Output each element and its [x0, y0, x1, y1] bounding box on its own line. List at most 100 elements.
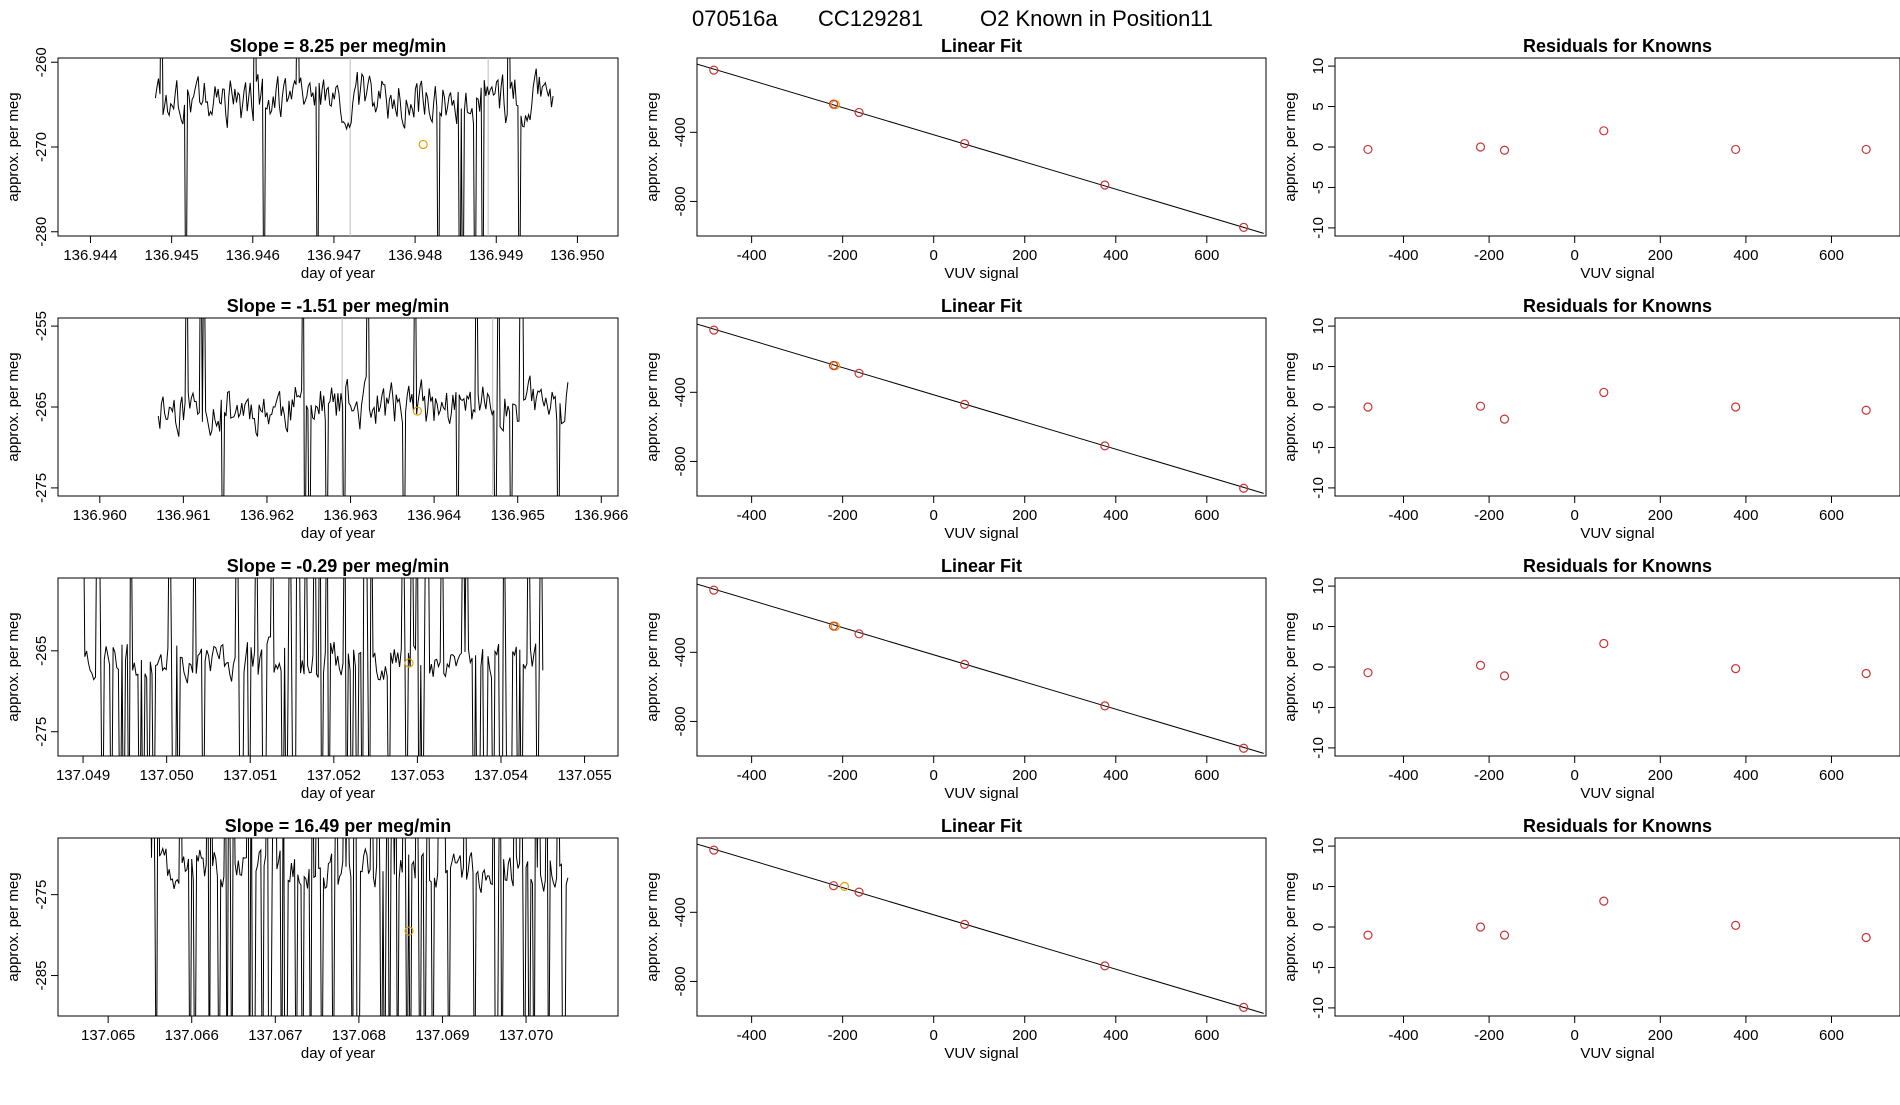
y-tick-label: -275 — [33, 473, 50, 503]
main-title: 070516a CC129281 O2 Known in Position 11 — [692, 6, 1213, 31]
x-tick-label: 400 — [1733, 1027, 1758, 1044]
plot-frame — [696, 317, 1267, 497]
y-axis-label: approx. per meg — [1282, 92, 1299, 201]
x-tick-label: -200 — [828, 247, 858, 264]
plot-frame — [1334, 317, 1900, 497]
known-point — [1239, 743, 1249, 753]
x-tick-label: 0 — [930, 247, 938, 264]
plot-area — [1363, 896, 1871, 943]
y-axis-label: approx. per meg — [1282, 352, 1299, 461]
x-tick-label: 137.070 — [499, 1027, 553, 1044]
x-tick-label: 200 — [1648, 1027, 1673, 1044]
x-axis-label: VUV signal — [944, 265, 1018, 282]
x-tick-label: 0 — [1571, 767, 1579, 784]
x-tick-label: 400 — [1733, 247, 1758, 264]
series-line — [157, 318, 569, 496]
x-tick-label: 600 — [1819, 767, 1844, 784]
panel-4: Slope = 16.49 per meg/min 137.065 137.066 1… — [5, 816, 619, 1062]
fit-line — [697, 63, 1264, 234]
x-axis-label: VUV signal — [944, 525, 1018, 542]
known-point — [1499, 930, 1510, 940]
plot-frame — [57, 317, 619, 497]
y-tick-label: 0 — [1310, 663, 1327, 671]
known-point — [709, 325, 719, 335]
fit-line — [697, 323, 1264, 494]
known-point — [1731, 402, 1741, 412]
known-point — [854, 107, 864, 118]
x-tick-label: 137.052 — [307, 767, 361, 784]
x-tick-label: 200 — [1012, 1027, 1037, 1044]
y-tick-label: 0 — [1310, 143, 1327, 151]
plot-frame — [696, 837, 1267, 1017]
y-tick-label: -10 — [1310, 997, 1327, 1019]
x-tick-label: 400 — [1103, 1027, 1128, 1044]
unknown-point — [404, 926, 414, 936]
series-line — [150, 838, 569, 1016]
y-axis-label: approx. per meg — [5, 92, 22, 201]
known-point — [1499, 671, 1510, 681]
x-tick-label: 0 — [930, 507, 938, 524]
y-tick-label: -5 — [1310, 441, 1327, 454]
y-tick-label: -10 — [1310, 217, 1327, 239]
known-point — [1861, 405, 1871, 415]
known-point — [1475, 660, 1486, 670]
plot-area — [697, 583, 1264, 754]
y-tick-label: -260 — [33, 47, 50, 77]
x-tick-label: 0 — [930, 767, 938, 784]
known-point — [960, 399, 970, 410]
plot-area — [1363, 387, 1871, 424]
plot-frame — [1334, 837, 1900, 1017]
main-title-species: O2 Known in Position — [980, 6, 1190, 31]
plot-area — [697, 323, 1264, 494]
x-tick-label: 137.054 — [474, 767, 528, 784]
panel-12: Residuals for Knowns -400 -200 0 200 400 600 -1… — [1282, 816, 1900, 1062]
x-tick-label: 136.966 — [574, 507, 628, 524]
x-tick-label: -200 — [1474, 247, 1504, 264]
y-tick-label: -5 — [1310, 701, 1327, 714]
known-point — [1599, 638, 1609, 649]
y-tick-label: -255 — [33, 311, 50, 341]
x-tick-label: 136.946 — [226, 247, 280, 264]
y-axis-label: approx. per meg — [644, 872, 661, 981]
panel-11: Residuals for Knowns -400 -200 0 200 400 600 -1… — [1282, 556, 1900, 802]
x-tick-label: 0 — [930, 1027, 938, 1044]
panel-2: Slope = -1.51 per meg/min 136.960 136.961 1… — [5, 296, 628, 542]
known-point — [709, 845, 719, 855]
y-tick-label: 5 — [1310, 882, 1327, 890]
x-tick-label: 136.944 — [63, 247, 117, 264]
known-point — [828, 881, 839, 891]
x-tick-label: 137.051 — [223, 767, 277, 784]
x-tick-label: 600 — [1194, 1027, 1219, 1044]
panel-title: Slope = -0.29 per meg/min — [227, 556, 450, 576]
plot-frame — [696, 57, 1267, 237]
x-tick-label: 600 — [1194, 247, 1219, 264]
known-point — [1100, 701, 1110, 711]
x-tick-label: -400 — [1388, 1027, 1418, 1044]
y-tick-label: 0 — [1310, 923, 1327, 931]
plot-area — [1363, 638, 1871, 681]
x-tick-label: 136.948 — [388, 247, 442, 264]
x-tick-label: 137.067 — [248, 1027, 302, 1044]
known-point — [1239, 222, 1249, 232]
x-tick-label: 200 — [1012, 767, 1037, 784]
x-tick-label: -400 — [737, 767, 767, 784]
known-point — [1861, 668, 1871, 679]
known-point — [709, 585, 719, 595]
panel-title: Linear Fit — [941, 816, 1022, 836]
known-point — [1731, 144, 1741, 155]
y-tick-label: 10 — [1310, 838, 1327, 855]
known-point — [854, 629, 864, 639]
known-point — [1100, 180, 1110, 190]
series-line — [83, 578, 544, 756]
panel-title: Slope = 16.49 per meg/min — [225, 816, 452, 836]
y-axis-label: approx. per meg — [644, 92, 661, 201]
known-point — [1363, 144, 1373, 155]
x-tick-label: 136.945 — [145, 247, 199, 264]
x-tick-label: 200 — [1648, 247, 1673, 264]
y-axis-label: approx. per meg — [1282, 872, 1299, 981]
x-tick-label: -200 — [1474, 767, 1504, 784]
known-point — [1731, 664, 1741, 674]
panel-title: Residuals for Knowns — [1523, 296, 1712, 316]
x-tick-label: 200 — [1012, 247, 1037, 264]
y-axis-label: approx. per meg — [5, 872, 22, 981]
